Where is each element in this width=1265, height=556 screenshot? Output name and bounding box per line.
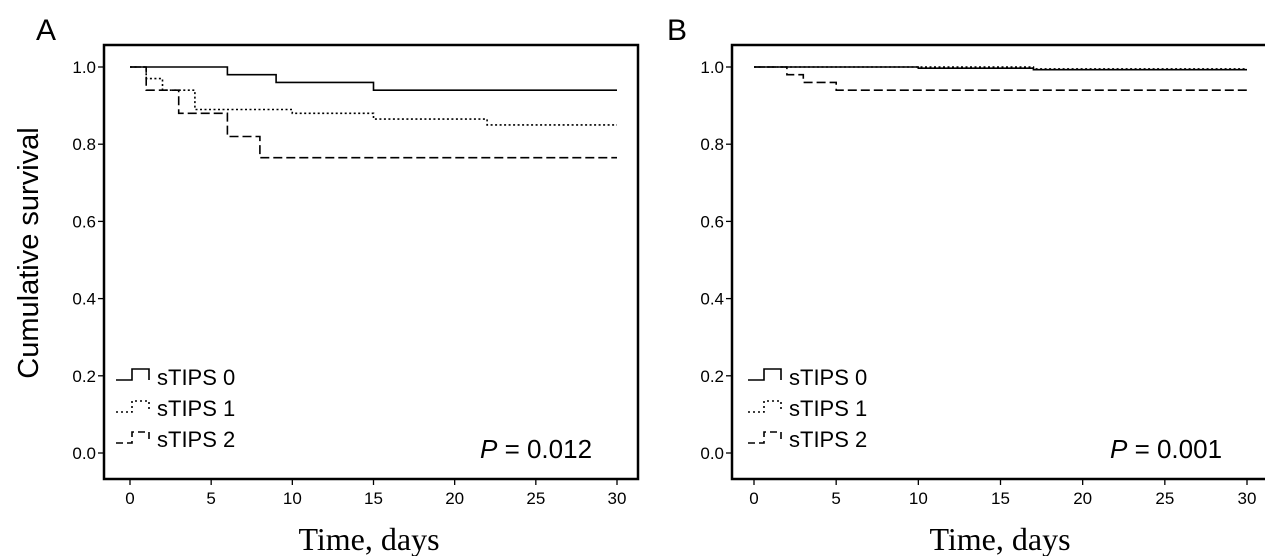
panel-letter: A	[36, 14, 56, 47]
survival-curves	[130, 66, 617, 159]
x-tick-label: 0	[125, 489, 134, 508]
plot-frame	[102, 43, 640, 481]
legend-label: sTIPS 2	[789, 427, 867, 452]
y-axis-label: Cumulative survival	[13, 127, 45, 378]
x-axis-label: Time, days	[929, 521, 1070, 556]
x-axis-label: Time, days	[298, 521, 439, 556]
y-tick-label: 0.4	[72, 290, 96, 309]
legend: sTIPS 0 sTIPS 1 sTIPS 2	[748, 365, 867, 452]
x-tick-label: 25	[1155, 489, 1174, 508]
p-value-annotation: P = 0.012	[480, 434, 592, 464]
y-tick-label: 0.6	[72, 212, 96, 231]
axis-ticks: 0.0 0.2 0.4 0.6 0.8 1.0 0 5 10 15 20 25 30	[700, 58, 1256, 508]
legend-symbol-solid	[116, 368, 150, 381]
panel-letter: B	[667, 14, 687, 47]
p-value-annotation: P = 0.001	[1110, 434, 1222, 464]
legend-symbol-dashed	[748, 431, 782, 444]
x-tick-label: 15	[364, 489, 383, 508]
survival-curves	[754, 66, 1247, 91]
y-tick-label: 0.2	[72, 367, 96, 386]
axis-ticks: 0.0 0.2 0.4 0.6 0.8 1.0 0 5 10 15 20 25 30	[72, 58, 626, 508]
y-tick-label: 0.0	[700, 444, 724, 463]
y-tick-label: 1.0	[700, 58, 724, 77]
x-tick-label: 30	[1238, 489, 1257, 508]
p-symbol: P	[480, 434, 498, 464]
legend-label: sTIPS 0	[157, 365, 235, 390]
y-tick-label: 0.8	[72, 135, 96, 154]
x-tick-label: 5	[206, 489, 215, 508]
p-value: = 0.001	[1127, 434, 1222, 464]
y-tick-label: 1.0	[72, 58, 96, 77]
legend-label: sTIPS 0	[789, 365, 867, 390]
y-tick-label: 0.6	[700, 212, 724, 231]
plot-frame	[730, 43, 1265, 481]
survival-curve-dotted	[130, 66, 617, 126]
x-tick-label: 0	[749, 489, 758, 508]
x-tick-label: 15	[991, 489, 1010, 508]
x-tick-label: 30	[608, 489, 627, 508]
legend-symbol-dotted	[748, 400, 782, 413]
y-tick-label: 0.4	[700, 290, 724, 309]
legend-symbol-dashed	[116, 431, 150, 444]
survival-curve-solid	[130, 66, 617, 91]
x-tick-label: 10	[909, 489, 928, 508]
y-tick-label: 0.2	[700, 367, 724, 386]
legend-label: sTIPS 1	[157, 396, 235, 421]
legend-label: sTIPS 2	[157, 427, 235, 452]
legend: sTIPS 0 sTIPS 1 sTIPS 2	[116, 365, 235, 452]
y-tick-label: 0.0	[72, 444, 96, 463]
panel-a: A Cumulative survival 0.0 0.2 0.4 0.6 0.8 1.0…	[13, 14, 640, 556]
legend-label: sTIPS 1	[789, 396, 867, 421]
panel-b: B 0.0 0.2 0.4 0.6 0.8 1.0 0 5 10 15 20 25 30 sTIPS 0…	[667, 14, 1265, 556]
survival-curve-dashed	[754, 66, 1247, 91]
legend-symbol-solid	[748, 368, 782, 381]
x-tick-label: 5	[831, 489, 840, 508]
survival-curve-dashed	[130, 66, 617, 159]
legend-symbol-dotted	[116, 400, 150, 413]
p-symbol: P	[1110, 434, 1128, 464]
x-tick-label: 20	[1073, 489, 1092, 508]
x-tick-label: 10	[283, 489, 302, 508]
x-tick-label: 25	[526, 489, 545, 508]
survival-curve-dotted	[754, 66, 1247, 70]
y-tick-label: 0.8	[700, 135, 724, 154]
p-value: = 0.012	[497, 434, 592, 464]
x-tick-label: 20	[445, 489, 464, 508]
